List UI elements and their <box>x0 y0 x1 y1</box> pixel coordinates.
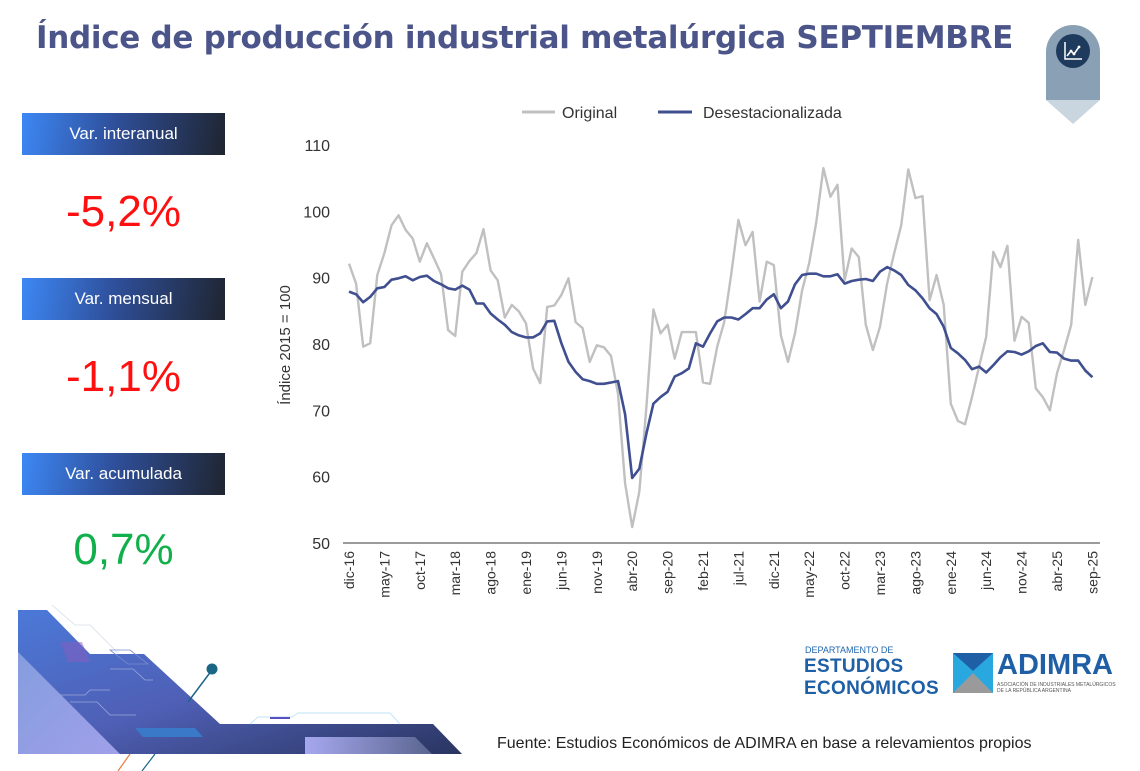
line-chart-icon <box>1056 34 1090 68</box>
legend-label-original: Original <box>562 105 617 122</box>
x-tick-label: mar-23 <box>872 551 888 596</box>
decorative-graphic <box>18 604 462 771</box>
x-tick-label: dic-16 <box>341 551 357 589</box>
dept-logo-line2: ESTUDIOS <box>804 656 904 677</box>
x-tick-label: sep-25 <box>1084 551 1100 594</box>
y-tick-label: 50 <box>312 536 330 553</box>
kpi-value-acumulada: 0,7% <box>73 525 174 574</box>
chart-badge <box>1046 25 1100 124</box>
x-tick-label: jun-24 <box>978 551 994 591</box>
x-tick-label: ene-19 <box>518 551 534 595</box>
x-tick-label: oct-17 <box>412 551 428 590</box>
x-tick-label: ago-18 <box>483 551 499 595</box>
series-points-desestacionalizada <box>348 267 1093 479</box>
y-tick-label: 80 <box>312 337 330 354</box>
x-tick-label: mar-18 <box>447 551 463 596</box>
page-title: Índice de producción industrial metalúrg… <box>36 20 1014 56</box>
line-chart: Original Desestacionalizada Índice 2015 … <box>277 105 1100 598</box>
x-tick-label: abr-25 <box>1049 551 1065 592</box>
x-tick-label: may-17 <box>376 551 392 598</box>
x-tick-label: jun-19 <box>553 551 569 591</box>
x-tick-label: dic-21 <box>766 551 782 589</box>
series-line-desestacionalizada <box>348 265 1094 480</box>
kpi-value-mensual: -1,1% <box>66 352 181 401</box>
kpi-label-interanual: Var. interanual <box>22 113 225 155</box>
legend-label-desestacionalizada: Desestacionalizada <box>703 105 842 122</box>
x-tick-label: ene-24 <box>943 551 959 595</box>
x-tick-label: ago-23 <box>907 551 923 595</box>
y-tick-label: 70 <box>312 403 330 420</box>
adimra-logo-text: ADIMRA <box>997 649 1113 681</box>
legend: Original Desestacionalizada <box>522 105 842 122</box>
y-tick-label: 100 <box>303 204 330 221</box>
kpi-label-acumulada: Var. acumulada <box>22 453 225 495</box>
x-tick-label: nov-24 <box>1014 551 1030 594</box>
adimra-logo-icon <box>953 653 993 693</box>
x-tick-label: oct-22 <box>837 551 853 590</box>
x-tick-label: abr-20 <box>624 551 640 592</box>
y-tick-label: 60 <box>312 470 330 487</box>
x-tick-label: may-22 <box>801 551 817 598</box>
x-tick-label: nov-19 <box>589 551 605 594</box>
x-tick-label: feb-21 <box>695 551 711 591</box>
y-tick-label: 110 <box>304 138 330 155</box>
adimra-logo-subtitle: ASOCIACIÓN DE INDUSTRIALES METALÚRGICOS … <box>997 682 1116 694</box>
source-note: Fuente: Estudios Económicos de ADIMRA en… <box>497 735 1032 752</box>
y-tick-label: 90 <box>312 271 330 288</box>
kpi-value-interanual: -5,2% <box>66 187 181 236</box>
x-tick-label: sep-20 <box>660 551 676 594</box>
kpi-label-mensual: Var. mensual <box>22 278 225 320</box>
dept-logo-line3: ECONÓMICOS <box>804 678 939 699</box>
series-line-original <box>347 167 1094 529</box>
x-tick-label: jul-21 <box>730 551 746 586</box>
dept-logo-line1: DEPARTAMENTO DE <box>805 645 894 655</box>
y-axis-label: Índice 2015 = 100 <box>277 285 294 405</box>
series-points-original <box>348 168 1093 528</box>
